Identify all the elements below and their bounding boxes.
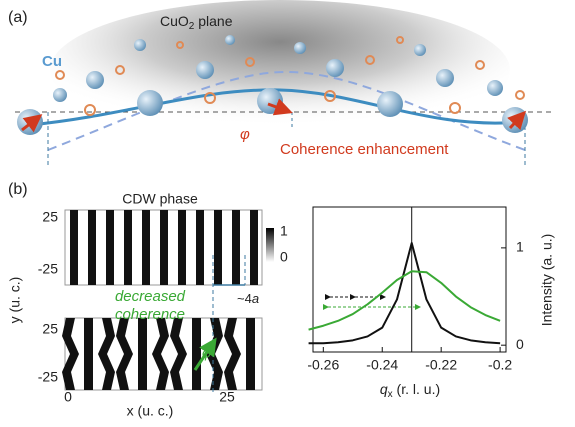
x-label: qx (r. l. u.)	[380, 381, 440, 400]
colorbar-tick: 1	[280, 223, 288, 239]
phi-label: φ	[202, 345, 211, 361]
cdw-image-bottom	[62, 317, 263, 391]
y-tick-label: 25	[42, 321, 58, 337]
stripe	[196, 210, 204, 285]
panel-label: (b)	[8, 181, 28, 198]
stripe	[116, 318, 133, 390]
y-tick-label: -25	[38, 261, 58, 277]
stripe	[192, 318, 201, 390]
stripe	[84, 318, 93, 390]
plane-title: CuO2 plane	[160, 13, 233, 32]
cu-label: Cu	[42, 53, 62, 70]
y-tick-label: -25	[38, 369, 58, 385]
colorbar	[266, 228, 274, 262]
stripe	[138, 318, 147, 390]
annotation: decreased	[115, 288, 186, 305]
x-tick-label: 25	[219, 389, 235, 405]
annotation: coherence	[115, 306, 185, 323]
period-label: ~4a	[237, 291, 259, 306]
stripe	[170, 318, 187, 390]
stripe	[152, 318, 169, 390]
stripe	[62, 318, 79, 390]
stripe	[214, 210, 222, 285]
phase-arrow	[193, 337, 217, 371]
y-tick-label: 25	[42, 209, 58, 225]
y-tick-label: 1	[516, 239, 524, 255]
plot-frame	[312, 206, 507, 353]
caption: Coherence enhancement	[280, 141, 449, 158]
x-tick-label: -0.22	[425, 357, 457, 373]
phi-label: φ	[240, 126, 250, 143]
y-tick-label: 0	[516, 336, 524, 352]
panel-label: (a)	[8, 9, 28, 26]
x-label-var: q	[380, 381, 388, 397]
x-label-sub: x	[388, 389, 393, 400]
x-tick-label: 0	[64, 389, 72, 405]
lattice-illustration	[15, 0, 555, 165]
x-tick-label: -0.26	[307, 357, 339, 373]
stripe	[232, 210, 240, 285]
y-label: Intensity (a. u.)	[539, 234, 555, 327]
cdw-title: CDW phase	[122, 191, 198, 207]
stripe	[224, 318, 241, 390]
x-tick-label: -0.2	[488, 357, 512, 373]
title-sub: 2	[189, 21, 195, 32]
y-label: y (u. c.)	[7, 277, 23, 324]
period-var: a	[252, 291, 259, 306]
x-tick-label: -0.24	[366, 357, 398, 373]
x-label: x (u. c.)	[127, 403, 174, 419]
series-line	[308, 270, 501, 331]
stripe	[142, 210, 150, 285]
stripe	[178, 210, 186, 285]
stripe	[246, 318, 255, 390]
stripe	[106, 210, 114, 285]
colorbar-tick: 0	[280, 249, 288, 265]
stripe	[124, 210, 132, 285]
cdw-image-top	[64, 209, 263, 286]
stripe	[98, 318, 115, 390]
stripe	[70, 210, 78, 285]
x-label-units: (r. l. u.)	[393, 381, 440, 397]
stripe	[88, 210, 96, 285]
title-rest: plane	[194, 13, 232, 29]
stripe	[160, 210, 168, 285]
title-text: CuO	[160, 13, 189, 29]
period-prefix: ~4	[237, 291, 252, 306]
series-line	[308, 242, 501, 345]
stripe	[250, 210, 258, 285]
